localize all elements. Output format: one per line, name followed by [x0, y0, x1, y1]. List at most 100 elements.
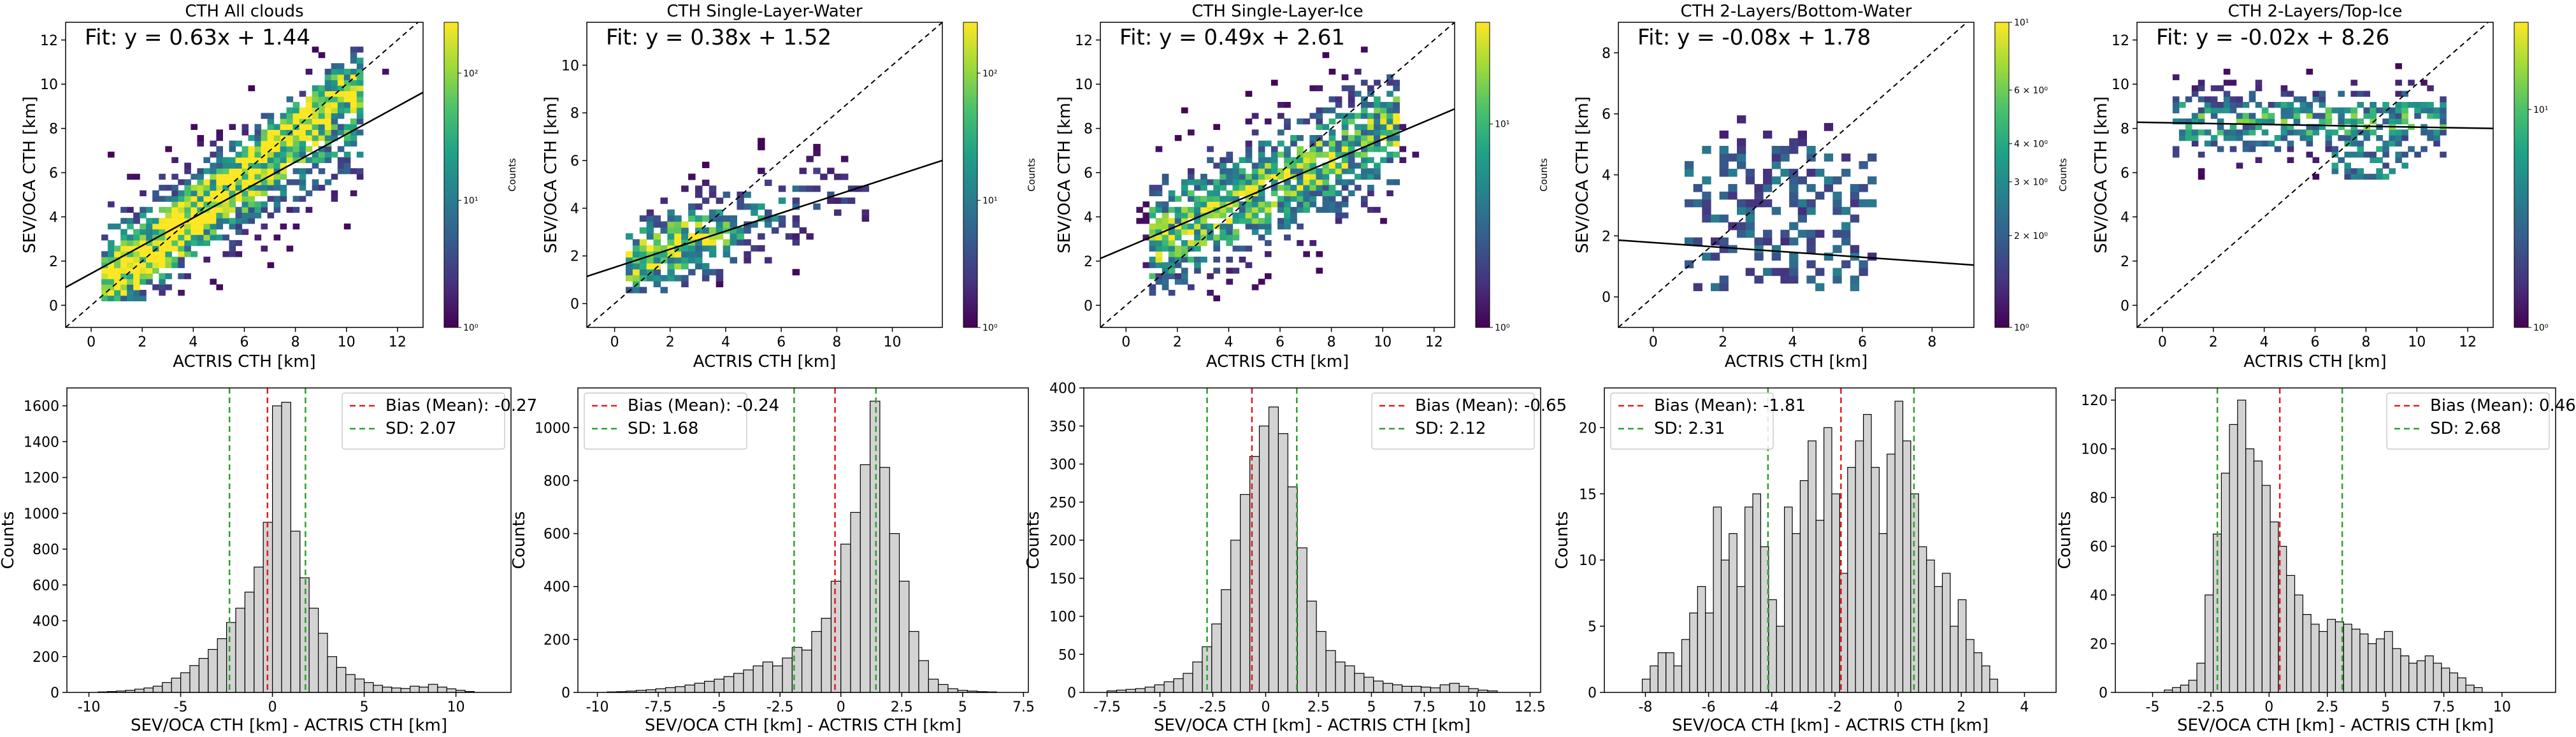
- heatmap-cell: [273, 196, 281, 202]
- heatmap-cell: [632, 239, 640, 246]
- heatmap-cell: [1258, 146, 1265, 152]
- heatmap-cell: [1341, 201, 1349, 208]
- heatmap-cell: [2261, 129, 2269, 136]
- heatmap-cell: [2421, 107, 2428, 113]
- heatmap-cell: [2223, 90, 2231, 97]
- heatmap-cell: [702, 245, 710, 252]
- heatmap-cell: [292, 102, 300, 108]
- heatmap-cell: [1728, 183, 1738, 192]
- histogram-bar: [299, 577, 310, 693]
- heatmap-cell: [261, 206, 268, 213]
- heatmap-cell: [709, 251, 717, 258]
- heatmap-cell: [1239, 168, 1246, 175]
- heatmap-cell: [356, 57, 364, 64]
- heatmap-cell: [1297, 240, 1304, 247]
- x-tick-label: 0: [2264, 699, 2273, 715]
- heatmap-cell: [197, 234, 204, 241]
- heatmap-cell: [2376, 146, 2383, 152]
- heatmap-cell: [1290, 162, 1297, 169]
- heatmap-cell: [751, 221, 758, 228]
- heatmap-cell: [827, 197, 835, 204]
- heatmap-cell: [1303, 157, 1310, 163]
- heatmap-cell: [2178, 102, 2186, 108]
- heatmap-cell: [674, 215, 682, 222]
- heatmap-cell: [216, 234, 223, 241]
- y-tick-label: 1600: [24, 399, 59, 415]
- histogram-bar: [723, 676, 735, 693]
- panel-title: CTH All clouds: [185, 2, 303, 21]
- legend-box: [1371, 392, 1535, 450]
- heatmap-cell: [1328, 206, 1336, 213]
- heatmap-cell: [1149, 256, 1156, 263]
- heatmap-cell: [792, 203, 800, 210]
- heatmap-cell: [1719, 146, 1729, 154]
- y-tick-label: 800: [32, 542, 59, 558]
- heatmap-cell: [1728, 222, 1738, 231]
- heatmap-cell: [2401, 152, 2408, 158]
- histogram-bar: [2188, 680, 2198, 693]
- heatmap-cell: [1374, 118, 1381, 125]
- heatmap-cell: [1149, 284, 1156, 290]
- heatmap-cell: [1316, 251, 1323, 257]
- heatmap-cell: [1232, 196, 1240, 202]
- colorbar: [2514, 22, 2529, 328]
- histogram-bar: [1697, 586, 1706, 693]
- heatmap-cell: [1789, 252, 1799, 261]
- heatmap-cell: [1335, 146, 1342, 152]
- y-tick-label: 10: [40, 77, 58, 93]
- heatmap-cell: [765, 209, 772, 216]
- histogram-bar: [1239, 494, 1251, 693]
- heatmap-cell: [737, 227, 744, 234]
- heatmap-cell: [165, 206, 172, 213]
- heatmap-cell: [229, 162, 236, 169]
- histogram-bar: [235, 608, 245, 693]
- identity-line: [1100, 22, 1455, 327]
- heatmap-cell: [235, 223, 243, 230]
- heatmap-cell: [248, 85, 255, 92]
- heatmap-cell: [1386, 74, 1393, 80]
- heatmap-cell: [758, 138, 765, 145]
- heatmap-cell: [1226, 168, 1234, 175]
- y-axis-label: Counts: [1024, 512, 1043, 569]
- heatmap-cell: [165, 212, 172, 218]
- heatmap-cell: [1270, 80, 1278, 86]
- histogram-bar: [171, 677, 182, 693]
- heatmap-cell: [2249, 129, 2256, 136]
- histogram-bar: [1752, 493, 1761, 693]
- heatmap-cell: [178, 179, 185, 185]
- heatmap-cell: [1181, 107, 1188, 113]
- heatmap-cell: [241, 185, 249, 191]
- heatmap-cell: [723, 251, 731, 258]
- heatmap-cell: [2287, 90, 2294, 97]
- heatmap-cell: [1155, 251, 1163, 257]
- heatmap-cell: [1386, 179, 1393, 185]
- heatmap-cell: [2229, 135, 2237, 141]
- heatmap-cell: [254, 129, 262, 136]
- heatmap-cell: [267, 196, 275, 202]
- x-tick-label: 10: [447, 699, 465, 715]
- heatmap-cell: [152, 256, 159, 263]
- heatmap-cell: [343, 90, 351, 97]
- heatmap-cell: [1711, 214, 1720, 223]
- heatmap-cell: [171, 173, 178, 180]
- heatmap-cell: [254, 173, 262, 180]
- heatmap-cell: [350, 57, 357, 64]
- heatmap-cell: [2350, 107, 2357, 113]
- histogram-bar: [2473, 687, 2483, 693]
- heatmap-cell: [165, 256, 172, 263]
- heatmap-cell: [1328, 135, 1336, 141]
- histogram-bar: [1154, 684, 1165, 693]
- colorbar-tick-label: 10¹: [982, 196, 997, 206]
- heatmap-cell: [2249, 146, 2256, 152]
- heatmap-cell: [1251, 179, 1259, 185]
- heatmap-cell: [1360, 80, 1368, 86]
- heatmap-cell: [1386, 107, 1393, 113]
- histogram-bar: [1420, 686, 1431, 693]
- heatmap-cell: [337, 85, 345, 92]
- heatmap-cell: [248, 218, 255, 224]
- heatmap-cell: [2280, 113, 2288, 119]
- y-tick-label: 0: [561, 685, 570, 701]
- y-tick-label: 200: [543, 633, 570, 648]
- heatmap-cell: [1194, 201, 1201, 208]
